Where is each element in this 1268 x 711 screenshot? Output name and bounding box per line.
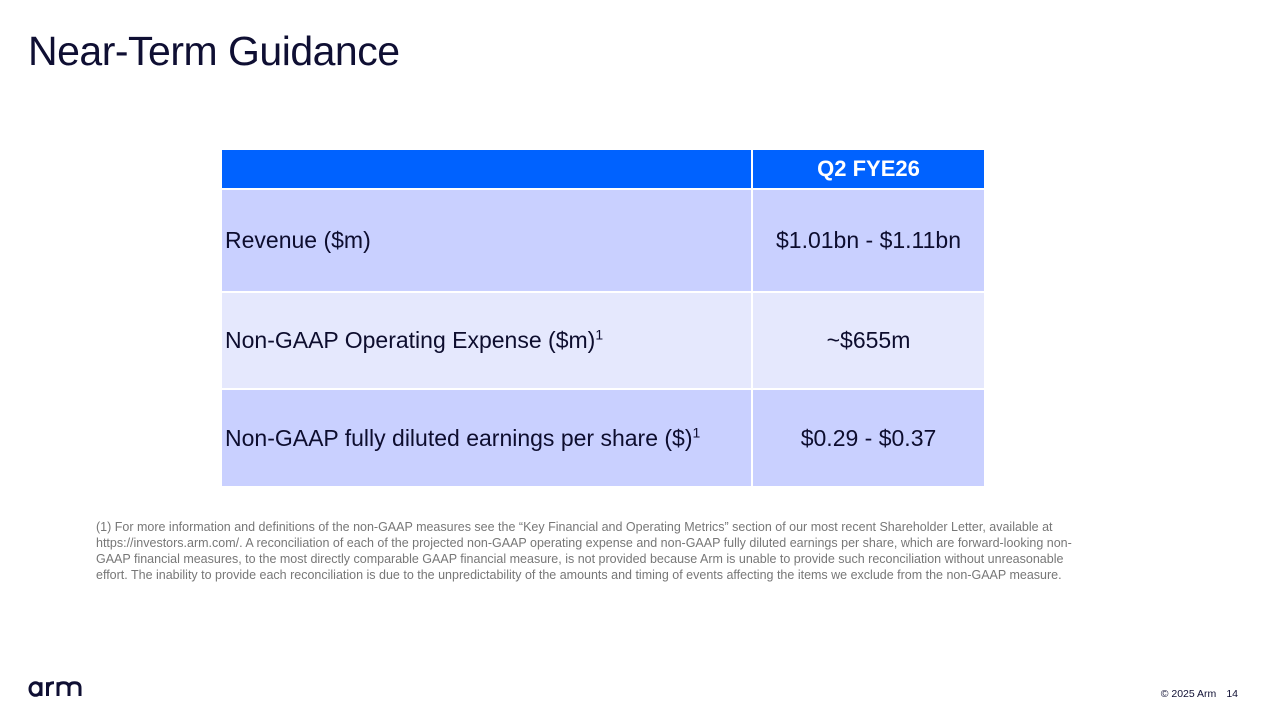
row-value-opex: ~$655m <box>751 291 986 390</box>
header-cell-period: Q2 FYE26 <box>751 148 986 190</box>
row-label-text: Non-GAAP fully diluted earnings per shar… <box>225 424 693 451</box>
footnote-marker: 1 <box>595 326 604 343</box>
row-label-opex: Non-GAAP Operating Expense ($m)1 <box>220 291 753 390</box>
row-value-eps: $0.29 - $0.37 <box>751 388 986 488</box>
slide-title: Near-Term Guidance <box>28 28 400 74</box>
table-header-row: Q2 FYE26 <box>220 148 986 190</box>
row-label-text: Non-GAAP Operating Expense ($m) <box>225 327 596 353</box>
row-label-eps: Non-GAAP fully diluted earnings per shar… <box>220 388 753 488</box>
footnote-marker: 1 <box>692 423 701 440</box>
footer-info: © 2025 Arm 14 <box>1161 688 1238 700</box>
guidance-table: Q2 FYE26 Revenue ($m) $1.01bn - $1.11bn … <box>220 148 986 488</box>
table-row: Non-GAAP Operating Expense ($m)1 ~$655m <box>220 291 986 390</box>
arm-logo <box>28 677 84 699</box>
header-cell-metric <box>220 148 753 190</box>
row-label-text: Revenue ($m) <box>225 227 371 253</box>
table-row: Non-GAAP fully diluted earnings per shar… <box>220 388 986 488</box>
row-value-revenue: $1.01bn - $1.11bn <box>751 188 986 293</box>
copyright-text: © 2025 Arm <box>1160 688 1217 700</box>
table-row: Revenue ($m) $1.01bn - $1.11bn <box>220 188 986 293</box>
row-label-revenue: Revenue ($m) <box>220 188 753 293</box>
page-number: 14 <box>1226 688 1238 700</box>
footnote: (1) For more information and definitions… <box>96 520 1072 582</box>
